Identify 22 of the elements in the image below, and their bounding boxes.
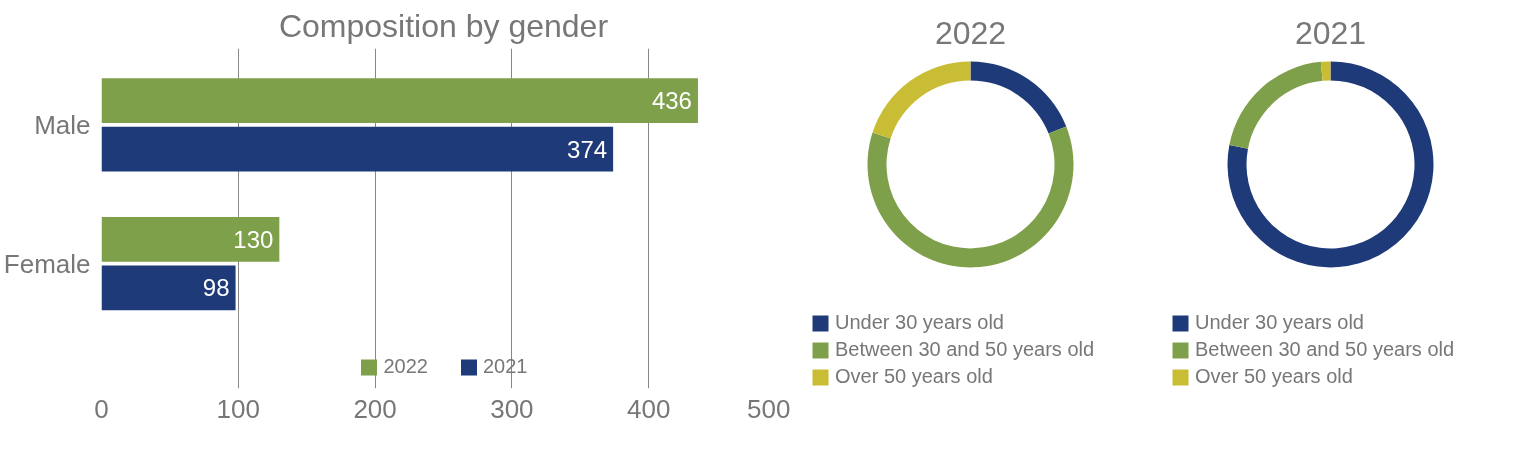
chart-title: 2022 [934,14,1007,51]
x-tick-label: 0 [94,393,109,424]
y-tick-label: Male [34,109,91,140]
data-label: 374 [567,135,608,163]
x-tick-label: 200 [353,393,397,424]
chart-title: 2021 [1294,14,1367,51]
x-tick-label: 500 [747,393,791,424]
data-label: 130 [233,225,274,253]
legend-label: Under 30 years old [835,311,1004,334]
y-tick-label: Female [3,248,91,279]
x-tick-label: 400 [627,393,671,424]
legend-label: Over 50 years old [1195,365,1353,388]
x-tick-label: 100 [216,393,260,424]
legend-label: Between 30 and 50 years old [1195,338,1455,361]
legend-label: Over 50 years old [835,365,993,388]
data-label: 436 [651,87,692,115]
data-label: 98 [202,274,230,302]
legend-label: Between 30 and 50 years old [835,338,1095,361]
chart-title: Composition by gender [278,7,609,44]
legend-label: Under 30 years old [1195,311,1364,334]
x-tick-label: 300 [490,393,534,424]
legend-label: 2022 [383,355,428,378]
